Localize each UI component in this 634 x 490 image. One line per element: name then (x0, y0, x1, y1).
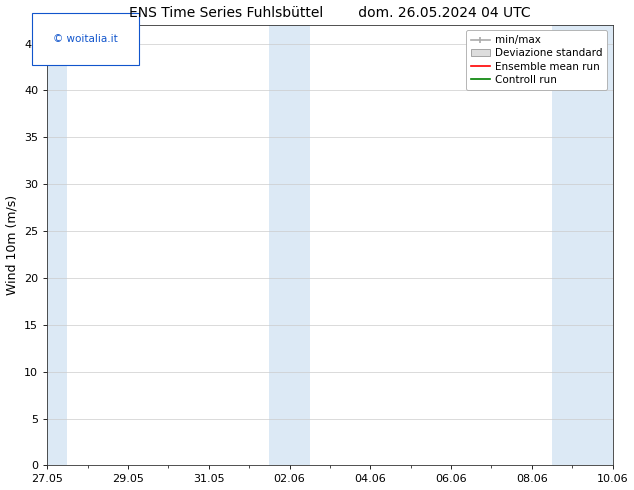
Bar (552, 25, 612, 465)
Title: ENS Time Series Fuhlsbüttel        dom. 26.05.2024 04 UTC: ENS Time Series Fuhlsbüttel dom. 26.05.2… (129, 5, 531, 20)
Text: © woitalia.it: © woitalia.it (53, 34, 118, 44)
Legend: min/max, Deviazione standard, Ensemble mean run, Controll run: min/max, Deviazione standard, Ensemble m… (465, 30, 607, 90)
Bar (48, 25, 67, 465)
Y-axis label: Wind 10m (m/s): Wind 10m (m/s) (6, 195, 18, 295)
Bar (269, 25, 310, 465)
